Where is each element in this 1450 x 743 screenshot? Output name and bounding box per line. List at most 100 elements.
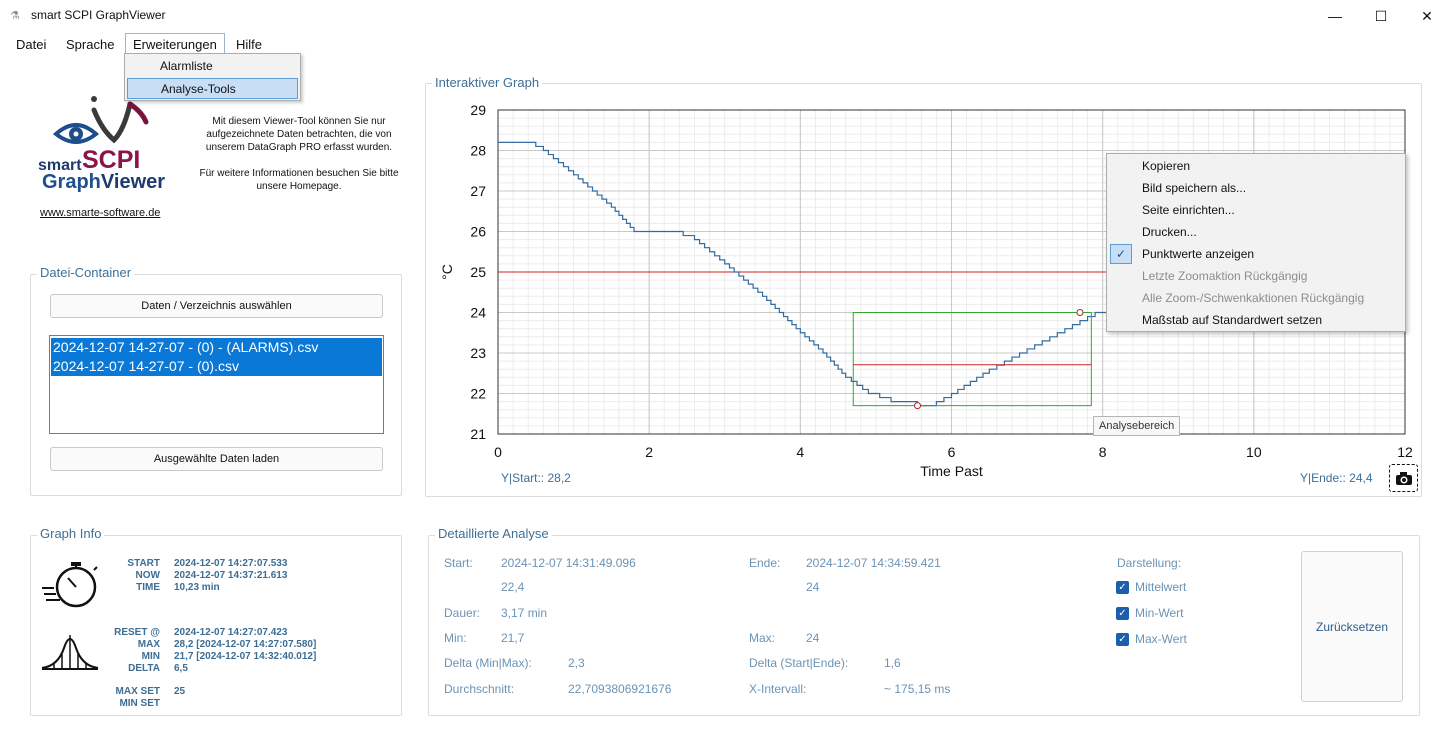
x-tick-label: 2 — [645, 444, 653, 460]
analysis-title: Detaillierte Analyse — [435, 526, 552, 541]
point-marker — [913, 402, 921, 410]
min-value: 21,7 — [501, 631, 525, 645]
menu-analyse-tools[interactable]: Analyse-Tools — [127, 78, 298, 99]
logo-viewer: Viewer — [100, 171, 166, 193]
ctx-undo-all-zoom[interactable]: Alle Zoom-/Schwenkaktionen Rückgängig — [1142, 291, 1365, 305]
app-icon: ⚗ — [10, 10, 20, 22]
graph-info-title: Graph Info — [37, 526, 105, 541]
reset-button[interactable]: Zurücksetzen — [1301, 551, 1403, 702]
close-button[interactable]: ✕ — [1421, 7, 1433, 24]
y-tick-label: 28 — [470, 143, 486, 159]
ctx-show-point-values[interactable]: Punktwerte anzeigen — [1142, 247, 1255, 261]
info-label: NOW — [135, 570, 160, 581]
logo-graph: Graph — [42, 171, 101, 193]
info-row: TIME 10,23 min — [80, 582, 287, 594]
menu-sprache[interactable]: Sprache — [66, 37, 115, 52]
x-tick-label: 0 — [494, 444, 502, 460]
y-tick-label: 24 — [470, 305, 486, 321]
maximize-button[interactable]: ☐ — [1374, 7, 1388, 24]
info-label: MAX SET — [115, 686, 160, 697]
ctx-print[interactable]: Drucken... — [1142, 225, 1197, 239]
extensions-dropdown: Alarmliste Analyse-Tools — [124, 53, 301, 101]
file-list-item[interactable]: 2024-12-07 14-27-07 - (0) - (ALARMS).csv — [51, 338, 382, 357]
duration-value: 3,17 min — [501, 606, 548, 620]
menu-hilfe[interactable]: Hilfe — [236, 37, 263, 52]
info-value: 25 — [174, 686, 186, 697]
menu-alarmliste[interactable]: Alarmliste — [160, 59, 213, 73]
min-label: Min: — [444, 631, 467, 645]
x-tick-label: 4 — [796, 444, 804, 460]
info-row: DELTA 6,5 — [80, 663, 316, 675]
info-value: 2024-12-07 14:27:07.423 — [174, 627, 288, 638]
y-axis-label: °C — [439, 264, 455, 280]
graph-group — [425, 83, 1422, 497]
graph-title: Interaktiver Graph — [432, 75, 543, 90]
stats-info: RESET @ 2024-12-07 14:27:07.423 MAX 28,2 [… — [80, 627, 316, 675]
minimize-button[interactable]: — — [1328, 8, 1342, 24]
y-end-label: Y|Ende:: 24,4 — [1300, 471, 1373, 485]
ctx-undo-zoom[interactable]: Letzte Zoomaktion Rückgängig — [1142, 269, 1308, 283]
ctx-save-image[interactable]: Bild speichern als... — [1142, 181, 1247, 195]
limit-info: MAX SET 25 MIN SET — [80, 686, 186, 710]
y-tick-label: 23 — [470, 345, 486, 361]
interval-value: ~ 175,15 ms — [884, 682, 951, 696]
title-bar — [0, 0, 1450, 32]
checkbox-min[interactable]: ✓ Min-Wert — [1116, 606, 1183, 620]
window-title: smart SCPI GraphViewer — [31, 8, 166, 22]
x-tick-label: 12 — [1397, 444, 1413, 460]
x-tick-label: 6 — [948, 444, 956, 460]
delta-startend-label: Delta (Start|Ende): — [749, 656, 849, 670]
menu-datei[interactable]: Datei — [16, 37, 47, 52]
logo-eye-icon — [52, 96, 149, 144]
start-y-value: 22,4 — [501, 580, 525, 594]
info-label: START — [127, 558, 160, 569]
intro-paragraph-1: Mit diesem Viewer-Tool können Sie nur au… — [205, 116, 393, 153]
info-label: MIN — [141, 651, 160, 662]
end-value: 2024-12-07 14:34:59.421 — [806, 556, 941, 570]
y-tick-label: 22 — [470, 386, 486, 402]
info-value: 2024-12-07 14:27:07.533 — [174, 558, 288, 569]
info-row: MAX SET 25 — [80, 686, 186, 698]
x-tick-label: 10 — [1246, 444, 1262, 460]
ctx-reset-scale[interactable]: Maßstab auf Standardwert setzen — [1142, 313, 1323, 327]
bell-curve-icon — [41, 635, 99, 670]
delta-minmax-label: Delta (Min|Max): — [444, 656, 532, 670]
timer-info: START 2024-12-07 14:27:07.533 NOW 2024-12-… — [80, 558, 287, 594]
file-container-title: Datei-Container — [37, 265, 135, 280]
interval-label: X-Intervall: — [749, 682, 807, 696]
info-row: MIN 21,7 [2024-12-07 14:32:40.012] — [80, 651, 317, 663]
intro-text: Mit diesem Viewer-Tool können Sie nur au… — [196, 115, 402, 193]
checkbox-label: Max-Wert — [1135, 632, 1187, 646]
end-label: Ende: — [749, 556, 781, 570]
start-label: Start: — [444, 556, 473, 570]
info-value: 28,2 [2024-12-07 14:27:07.580] — [174, 639, 317, 650]
load-data-button[interactable]: Ausgewählte Daten laden — [50, 447, 383, 471]
y-start-label: Y|Start:: 28,2 — [501, 471, 571, 485]
screenshot-button[interactable] — [1389, 464, 1418, 492]
y-tick-label: 29 — [470, 102, 486, 118]
select-data-button[interactable]: Daten / Verzeichnis auswählen — [50, 294, 383, 318]
checkbox-mean[interactable]: ✓ Mittelwert — [1116, 580, 1186, 594]
delta-startend-value: 1,6 — [884, 656, 901, 670]
check-icon: ✓ — [1110, 244, 1132, 264]
x-axis-label: Time Past — [920, 463, 983, 479]
info-row: MAX 28,2 [2024-12-07 14:27:07.580] — [80, 639, 317, 651]
check-icon: ✓ — [1116, 606, 1129, 620]
y-tick-label: 26 — [470, 224, 486, 240]
ctx-page-setup[interactable]: Seite einrichten... — [1142, 203, 1235, 217]
menu-erweiterungen[interactable]: Erweiterungen — [125, 33, 225, 55]
file-list-item[interactable]: 2024-12-07 14-27-07 - (0).csv — [51, 357, 382, 376]
checkbox-max[interactable]: ✓ Max-Wert — [1116, 632, 1187, 646]
ctx-copy[interactable]: Kopieren — [1142, 159, 1191, 173]
analysis-selection-box — [852, 312, 1092, 407]
info-label: MAX — [137, 639, 160, 650]
checkbox-label: Mittelwert — [1135, 580, 1187, 594]
homepage-link[interactable]: www.smarte-software.de — [40, 207, 161, 219]
intro-paragraph-2: Für weitere Informationen besuchen Sie b… — [199, 168, 399, 192]
file-list[interactable]: 2024-12-07 14-27-07 - (0) - (ALARMS).csv… — [49, 335, 384, 434]
duration-label: Dauer: — [444, 606, 481, 620]
info-value: 21,7 [2024-12-07 14:32:40.012] — [174, 651, 317, 662]
info-row: RESET @ 2024-12-07 14:27:07.423 — [80, 627, 316, 639]
info-row: MIN SET — [80, 698, 185, 710]
info-label: DELTA — [128, 663, 160, 674]
